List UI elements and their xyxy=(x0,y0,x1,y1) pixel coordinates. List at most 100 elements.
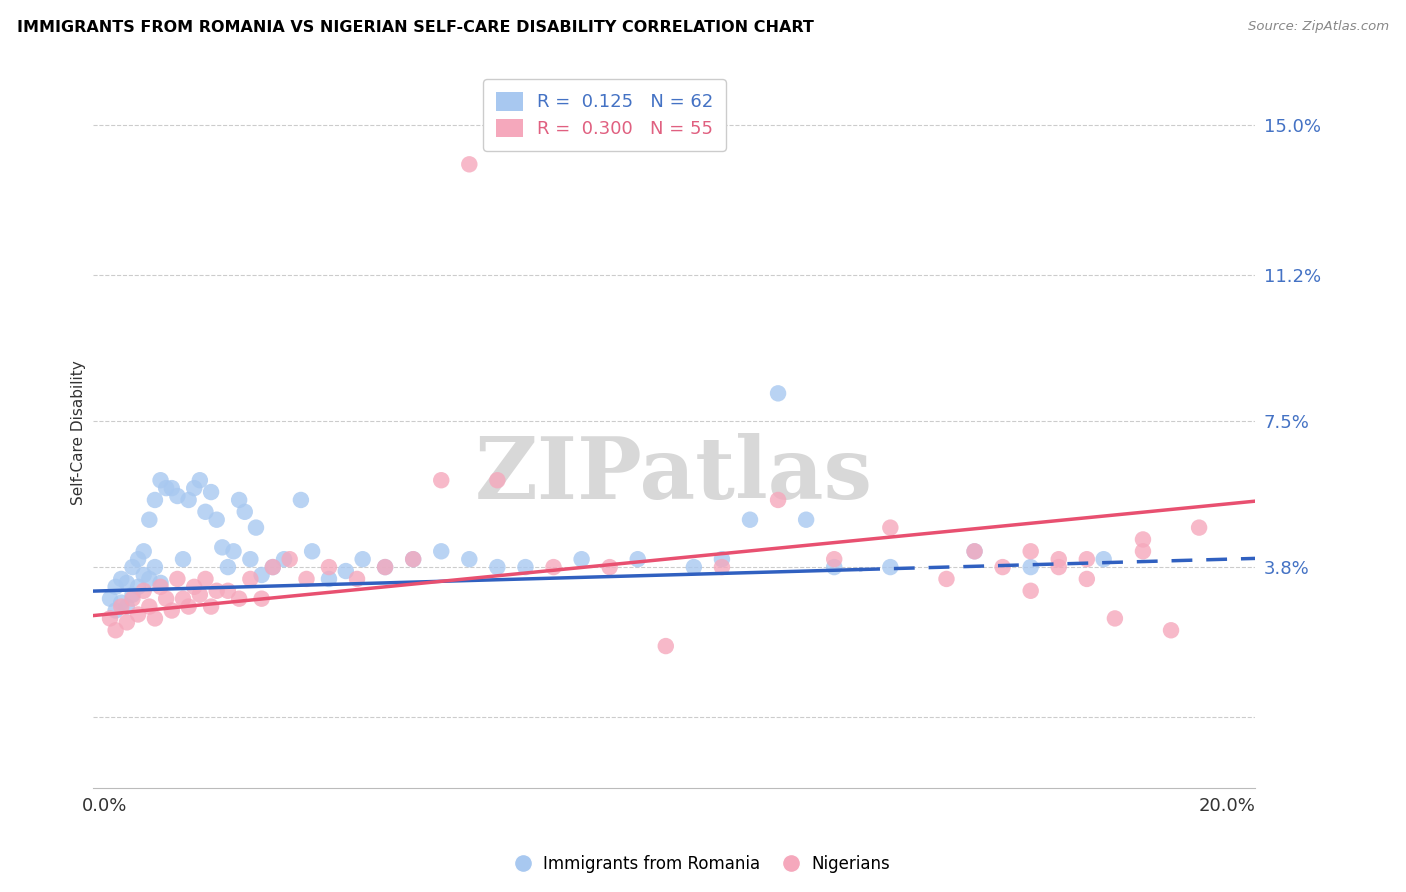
Point xyxy=(132,583,155,598)
Point xyxy=(1019,544,1042,558)
Point xyxy=(172,591,194,606)
Point xyxy=(430,473,453,487)
Point xyxy=(963,544,986,558)
Point xyxy=(188,473,211,487)
Point xyxy=(374,560,396,574)
Point xyxy=(823,552,845,566)
Point xyxy=(127,580,149,594)
Point xyxy=(104,603,127,617)
Point xyxy=(110,596,132,610)
Point xyxy=(127,607,149,622)
Point xyxy=(143,492,166,507)
Point xyxy=(1160,624,1182,638)
Point xyxy=(104,580,127,594)
Point xyxy=(1047,552,1070,566)
Point xyxy=(245,520,267,534)
Point xyxy=(110,599,132,614)
Point xyxy=(239,552,262,566)
Text: ZIPatlas: ZIPatlas xyxy=(475,434,873,517)
Point xyxy=(217,560,239,574)
Point xyxy=(149,580,172,594)
Point xyxy=(766,386,789,401)
Point xyxy=(1076,552,1098,566)
Point xyxy=(402,552,425,566)
Point xyxy=(200,599,222,614)
Point xyxy=(1104,611,1126,625)
Point xyxy=(183,481,205,495)
Point xyxy=(710,560,733,574)
Point xyxy=(599,560,621,574)
Point xyxy=(194,505,217,519)
Point xyxy=(205,513,228,527)
Point xyxy=(155,591,177,606)
Point xyxy=(543,560,565,574)
Point xyxy=(127,552,149,566)
Point xyxy=(250,591,273,606)
Point xyxy=(1188,520,1211,534)
Legend: R =  0.125   N = 62, R =  0.300   N = 55: R = 0.125 N = 62, R = 0.300 N = 55 xyxy=(484,79,725,151)
Point xyxy=(177,492,200,507)
Point xyxy=(115,575,138,590)
Point xyxy=(1092,552,1115,566)
Point xyxy=(1019,560,1042,574)
Point xyxy=(262,560,284,574)
Point xyxy=(250,568,273,582)
Point xyxy=(683,560,706,574)
Point xyxy=(121,588,143,602)
Point xyxy=(205,583,228,598)
Point xyxy=(143,611,166,625)
Point xyxy=(710,552,733,566)
Point xyxy=(1047,560,1070,574)
Point xyxy=(160,603,183,617)
Point xyxy=(655,639,678,653)
Point xyxy=(335,564,357,578)
Point xyxy=(318,572,340,586)
Point xyxy=(222,544,245,558)
Point xyxy=(104,624,127,638)
Point xyxy=(273,552,295,566)
Point xyxy=(183,580,205,594)
Point xyxy=(228,591,250,606)
Point xyxy=(217,583,239,598)
Point xyxy=(374,560,396,574)
Point xyxy=(132,544,155,558)
Point xyxy=(138,513,160,527)
Point xyxy=(188,588,211,602)
Point xyxy=(346,572,368,586)
Y-axis label: Self-Care Disability: Self-Care Disability xyxy=(72,360,86,505)
Point xyxy=(290,492,312,507)
Point xyxy=(458,157,481,171)
Point xyxy=(98,591,121,606)
Point xyxy=(166,572,188,586)
Point xyxy=(991,560,1014,574)
Point xyxy=(458,552,481,566)
Text: Source: ZipAtlas.com: Source: ZipAtlas.com xyxy=(1249,20,1389,33)
Point xyxy=(239,572,262,586)
Point xyxy=(138,572,160,586)
Point xyxy=(98,611,121,625)
Point xyxy=(823,560,845,574)
Point xyxy=(172,552,194,566)
Point xyxy=(301,544,323,558)
Point xyxy=(121,591,143,606)
Point xyxy=(194,572,217,586)
Point xyxy=(486,560,509,574)
Text: IMMIGRANTS FROM ROMANIA VS NIGERIAN SELF-CARE DISABILITY CORRELATION CHART: IMMIGRANTS FROM ROMANIA VS NIGERIAN SELF… xyxy=(17,20,814,35)
Point xyxy=(115,615,138,630)
Point xyxy=(110,572,132,586)
Point xyxy=(149,473,172,487)
Point xyxy=(935,572,957,586)
Point xyxy=(138,599,160,614)
Point xyxy=(295,572,318,586)
Point xyxy=(627,552,650,566)
Point xyxy=(278,552,301,566)
Point xyxy=(149,575,172,590)
Point xyxy=(963,544,986,558)
Point xyxy=(402,552,425,566)
Point xyxy=(1132,533,1154,547)
Legend: Immigrants from Romania, Nigerians: Immigrants from Romania, Nigerians xyxy=(509,848,897,880)
Point xyxy=(177,599,200,614)
Point xyxy=(155,481,177,495)
Point xyxy=(486,473,509,487)
Point xyxy=(794,513,817,527)
